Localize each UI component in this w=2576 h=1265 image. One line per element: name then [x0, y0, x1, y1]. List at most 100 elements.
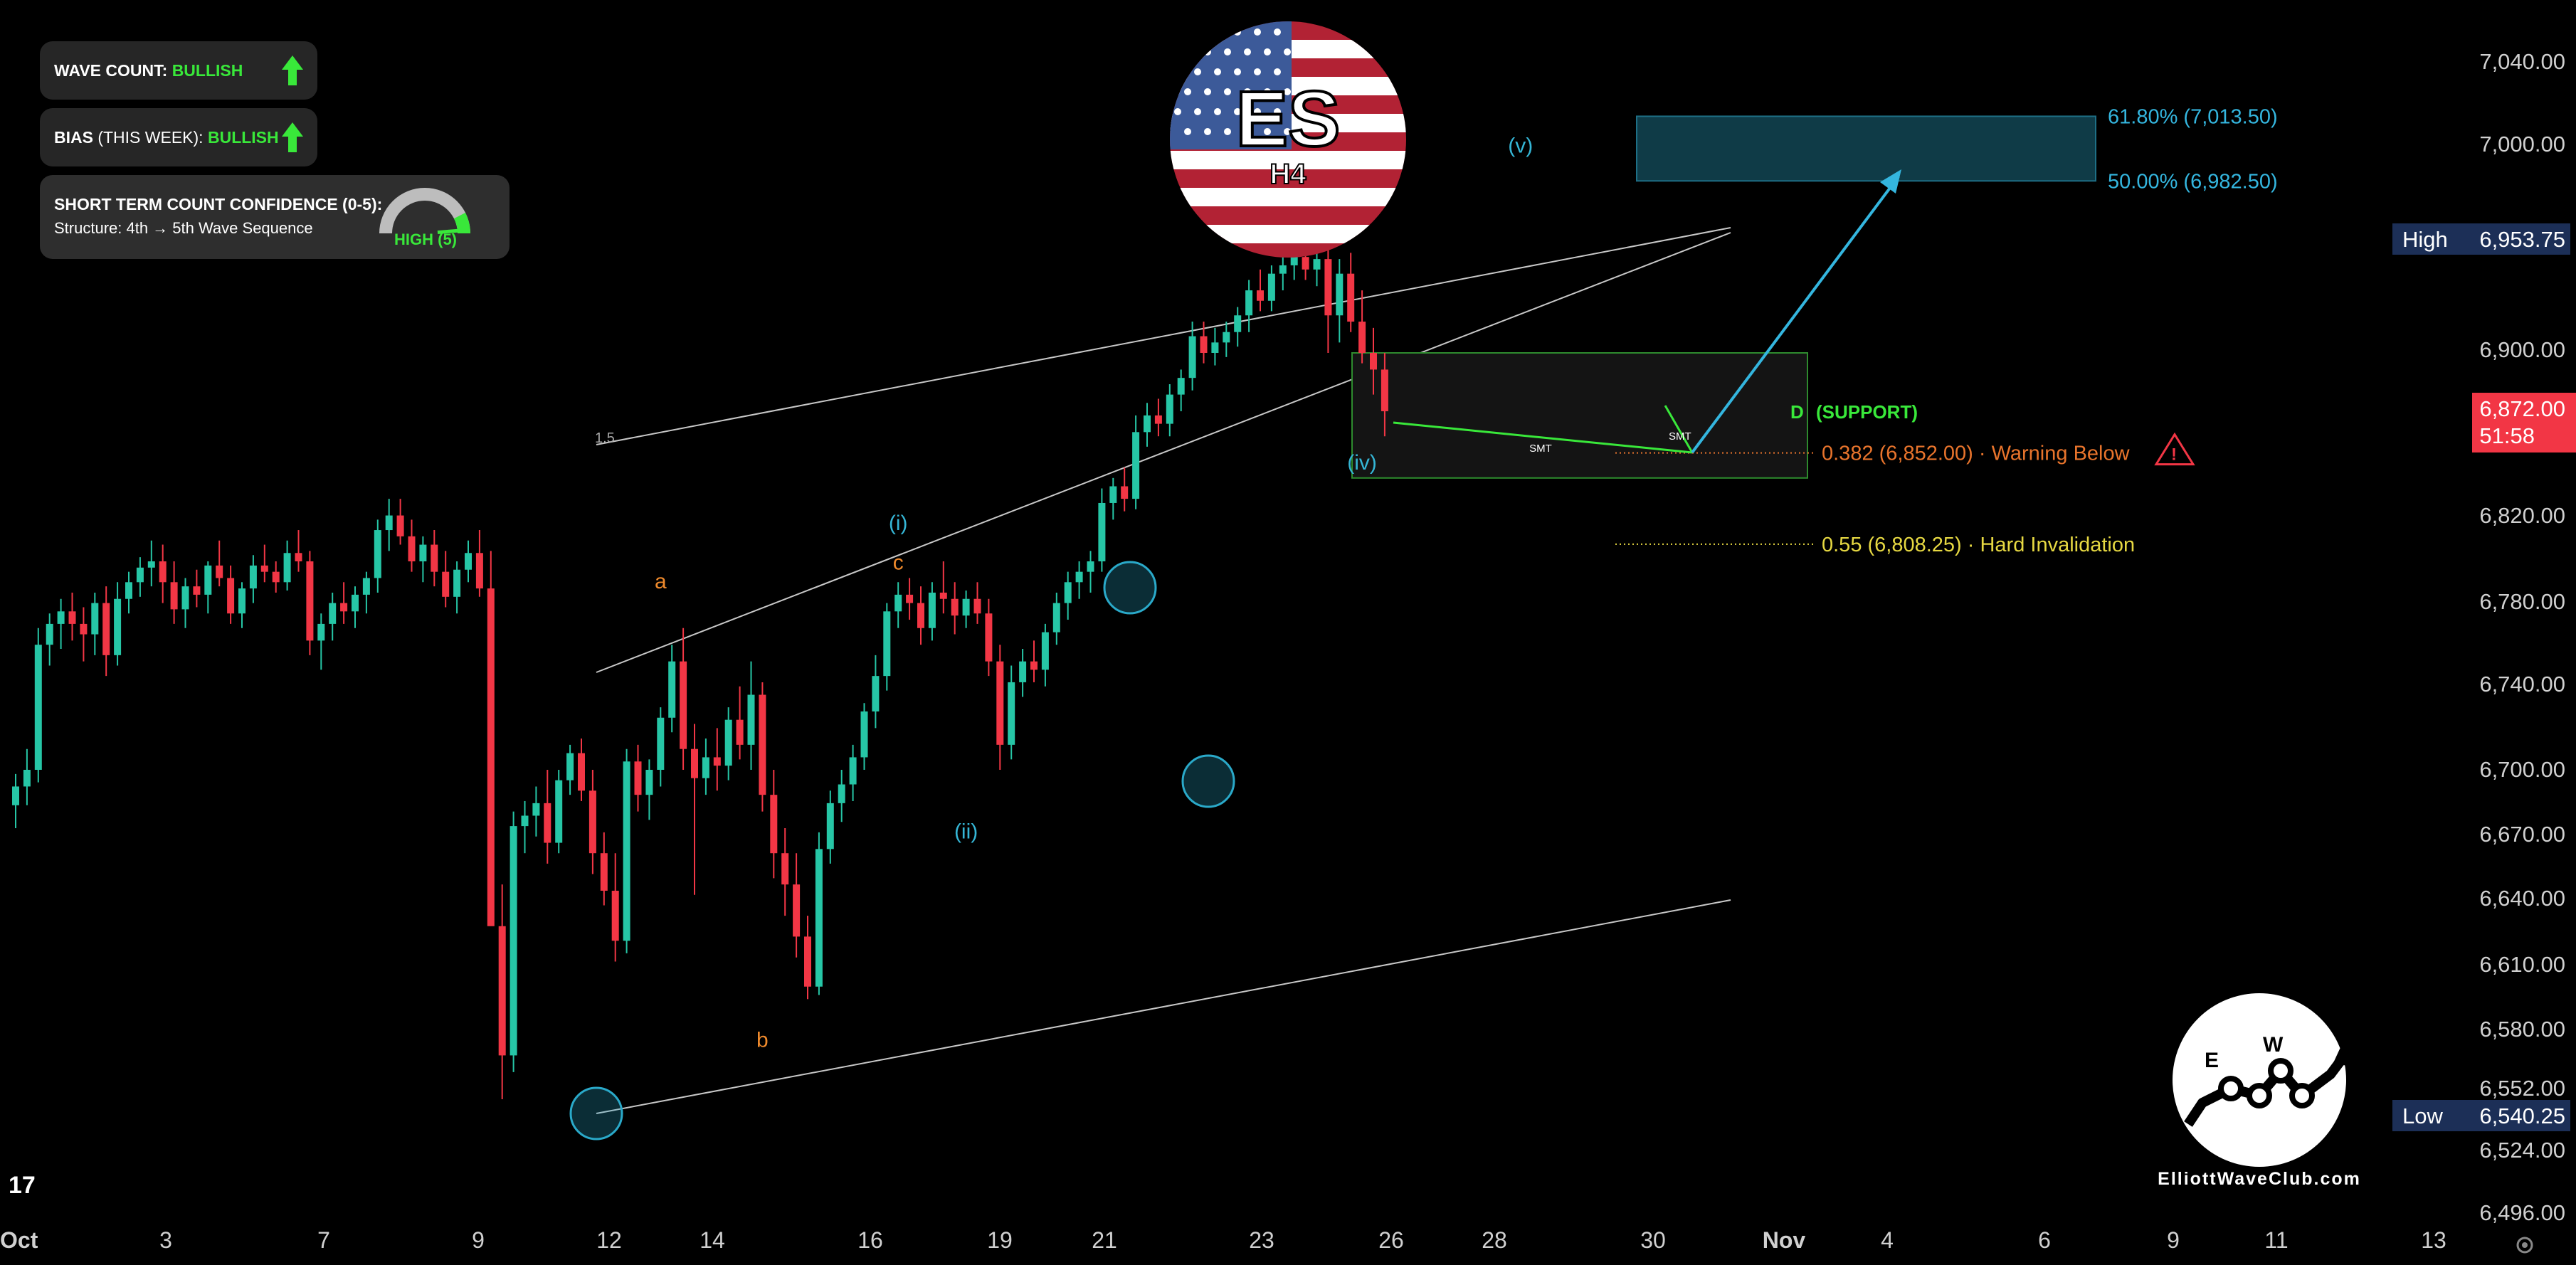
candle: [1279, 253, 1287, 291]
candle: [1154, 398, 1162, 437]
candle: [736, 686, 744, 760]
wave-label: (ii): [954, 820, 978, 844]
candle: [939, 561, 947, 614]
candle: [465, 540, 472, 583]
candle: [1132, 415, 1140, 509]
x-tick-label: Nov: [1763, 1227, 1806, 1253]
y-tick-label: 6,640.00: [2479, 886, 2565, 911]
candle: [1223, 322, 1230, 357]
x-tick-label: 23: [1249, 1227, 1274, 1253]
candle: [611, 853, 619, 962]
candle: [238, 582, 246, 628]
wave-label: (v): [1508, 134, 1533, 158]
wave-label: (iv): [1347, 451, 1377, 475]
candle: [894, 582, 902, 628]
y-tick-label: 6,820.00: [2479, 503, 2565, 528]
candle: [1381, 353, 1388, 437]
candle: [793, 853, 801, 958]
candle: [566, 744, 574, 795]
logo-timeframe: H4: [1269, 159, 1307, 190]
candle: [147, 540, 155, 587]
candle: [374, 519, 381, 593]
low-value: 6,540.25: [2479, 1103, 2565, 1128]
candle: [260, 544, 268, 583]
candle: [1008, 665, 1015, 760]
smt-line: [1664, 405, 1694, 453]
candle: [759, 682, 766, 812]
candle: [1358, 290, 1366, 364]
candle: [623, 748, 630, 953]
y-tick-label: 6,670.00: [2479, 822, 2565, 847]
candle: [329, 592, 337, 641]
candle: [1109, 477, 1117, 520]
candle: [57, 598, 65, 650]
candle: [317, 613, 325, 670]
candle: [23, 748, 31, 805]
x-tick-label: 11: [2264, 1227, 2288, 1253]
wave-pivot-circle: [1181, 754, 1235, 808]
high-value: 6,953.75: [2479, 227, 2565, 252]
candle: [431, 530, 438, 587]
candle: [34, 628, 42, 783]
high-label: High: [2402, 227, 2448, 252]
low-label: Low: [2402, 1103, 2443, 1128]
candle: [114, 582, 122, 666]
smt-label: SMT: [1669, 430, 1691, 443]
smt-line: [1393, 421, 1693, 454]
arrow-up-icon: [282, 122, 303, 152]
candle: [283, 540, 291, 591]
channel-lower-line: [596, 899, 1731, 1114]
candle: [475, 530, 483, 597]
y-tick-label: 6,900.00: [2479, 337, 2565, 362]
bias-panel: BIAS (THIS WEEK): BULLISH: [40, 108, 317, 166]
price-axis[interactable]: 7,040.00 7,000.00 6,900.00 6,820.00 6,780.00…: [2392, 49, 2576, 1225]
candle: [770, 770, 778, 879]
candle: [951, 582, 959, 635]
candle: [645, 759, 653, 820]
candle: [668, 645, 676, 733]
time-axis[interactable]: Oct 3 7 9 12 14 16 19 21 23 26 28 30 Nov 4 6 9 11 13: [0, 1227, 2446, 1253]
candle: [713, 728, 721, 791]
tv-logo: 17 PRO: [9, 1172, 95, 1199]
candle: [860, 703, 868, 770]
x-tick-label: 14: [700, 1227, 725, 1253]
candle: [634, 744, 642, 812]
candle: [419, 536, 427, 583]
channel-outer-line: [596, 227, 1731, 445]
candle: [1098, 488, 1106, 572]
candle: [385, 499, 393, 551]
x-tick-label: 9: [472, 1227, 485, 1253]
candle: [1177, 369, 1185, 412]
candle: [272, 561, 280, 593]
candle: [724, 707, 732, 780]
brand-text: ElliottWaveClub.com: [2158, 1169, 2361, 1189]
candle: [1245, 280, 1253, 332]
candle: [826, 790, 834, 864]
abc-label: a: [655, 570, 667, 593]
candle: [985, 598, 993, 677]
last-price: 6,872.00: [2479, 396, 2565, 421]
low-marker: Low 6,540.25: [2392, 1100, 2570, 1131]
y-tick-label: 7,040.00: [2479, 49, 2565, 74]
y-tick-label: 6,610.00: [2479, 952, 2565, 977]
candle: [193, 569, 201, 608]
target-zone: [1636, 115, 2096, 182]
y-tick-label: 6,524.00: [2479, 1138, 2565, 1163]
settings-icon[interactable]: [2516, 1237, 2533, 1254]
flag-icon: [1170, 21, 1406, 258]
target-upper-label: 61.80% (7,013.50): [2108, 105, 2278, 128]
candle: [498, 884, 506, 1099]
candle: [1166, 383, 1173, 437]
candle: [227, 565, 235, 624]
x-tick-label: 16: [857, 1227, 883, 1253]
x-tick-label: 4: [1881, 1227, 1894, 1253]
candle: [1347, 253, 1355, 332]
candle: [1267, 265, 1275, 312]
candle: [1336, 259, 1344, 343]
candle: [396, 499, 404, 545]
candle: [1257, 269, 1264, 312]
candles: [12, 240, 1388, 1099]
target-lower-label: 50.00% (6,982.50): [2108, 170, 2278, 193]
candle: [453, 561, 461, 614]
